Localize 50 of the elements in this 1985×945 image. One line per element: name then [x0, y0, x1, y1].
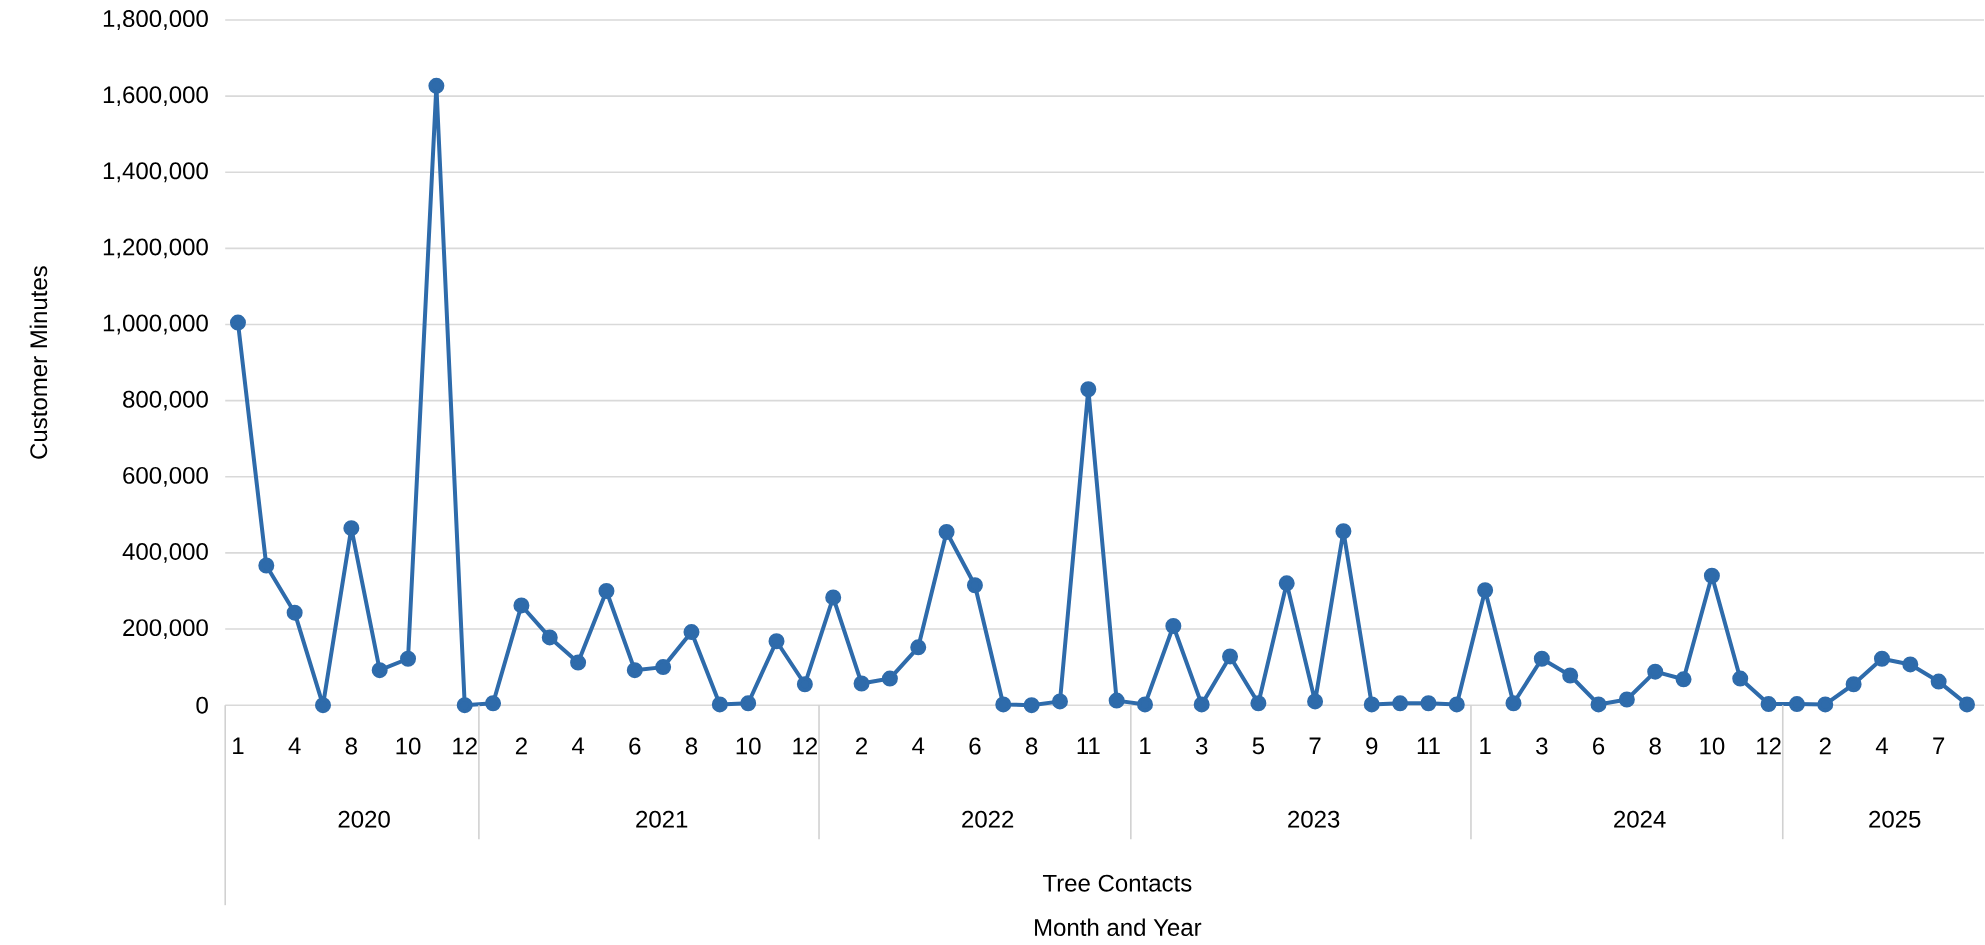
x-tick-label: 4 [571, 737, 585, 755]
text: 2025 [1869, 810, 1921, 828]
y-tick-label: 600,000 [123, 466, 208, 487]
x-tick-label: 7 [1309, 737, 1321, 755]
x-tick-label: 12 [1757, 737, 1781, 755]
x-tick-label: 6 [629, 737, 641, 755]
x-tick-label: 7 [1933, 737, 1945, 755]
x-tick-label: 12 [453, 737, 477, 755]
x-tick-label: 5 [1252, 737, 1265, 755]
x-tick-label: 1 [1140, 737, 1151, 755]
text: 2023 [1288, 810, 1340, 828]
text: Month and Year [1035, 918, 1202, 936]
x-tick-label: 6 [1593, 737, 1605, 755]
x-tick-label: 10 [1700, 737, 1725, 755]
x-tick-label: 10 [396, 737, 421, 755]
x-tick-label: 4 [1875, 737, 1888, 755]
y-tick-label: 1,400,000 [103, 162, 208, 183]
y-tick-label: 1,800,000 [103, 10, 208, 30]
x-tick-label: 11 [1077, 737, 1100, 755]
x-tick-label: 1 [233, 737, 244, 755]
x-tick-label: 3 [1536, 737, 1548, 755]
text: Tree Contacts [1042, 874, 1192, 892]
x-tick-label: 4 [912, 737, 925, 755]
x-tick-label: 4 [288, 737, 301, 755]
x-tick-label: 11 [1417, 737, 1440, 755]
x-tick-label: 2 [1819, 737, 1831, 755]
y-tick-label: 1,600,000 [103, 86, 208, 107]
text: 2021 [636, 810, 688, 828]
text: 2024 [1614, 810, 1666, 828]
x-tick-label: 9 [1366, 737, 1378, 755]
text: 2022 [962, 810, 1014, 828]
y-tick-label: 200,000 [123, 619, 208, 639]
x-tick-label: 2 [515, 737, 527, 755]
x-tick-label: 8 [1649, 737, 1661, 755]
x-tick-label: 6 [969, 737, 981, 755]
x-tick-label: 10 [736, 737, 761, 755]
x-tick-label: 12 [793, 737, 817, 755]
x-tick-label: 1 [1480, 737, 1491, 755]
x-tick-label: 8 [685, 737, 698, 755]
y-tick-label: 800,000 [123, 390, 208, 411]
x-tick-label: 8 [345, 737, 357, 755]
y-tick-label: 1,000,000 [103, 314, 208, 335]
y-axis-title: Customer Minutes [29, 266, 48, 459]
text: 2020 [338, 810, 390, 828]
y-tick-label: 1,200,000 [103, 238, 208, 259]
x-tick-label: 3 [1195, 737, 1208, 755]
y-tick-label: 0 [196, 696, 208, 714]
x-tick-label: 8 [1025, 737, 1038, 755]
x-tick-label: 2 [856, 737, 868, 755]
y-tick-label: 400,000 [122, 543, 208, 563]
